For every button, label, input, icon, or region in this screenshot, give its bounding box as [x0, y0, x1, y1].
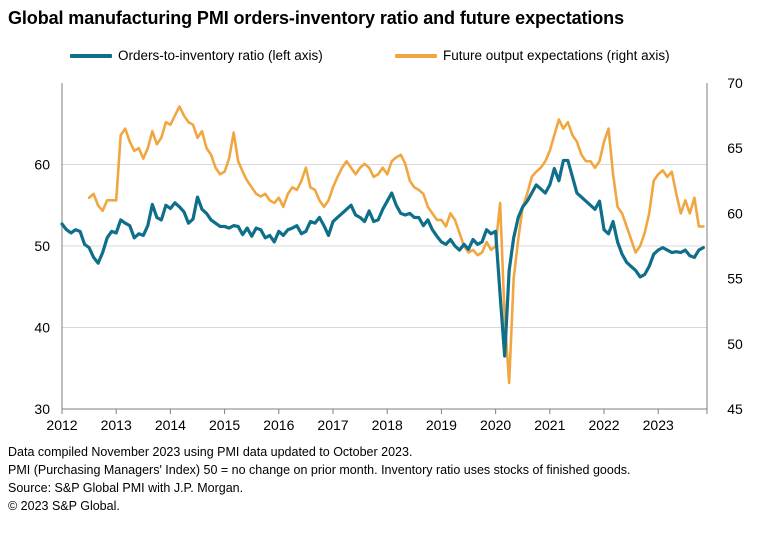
- y-left-tick-label: 30: [34, 401, 50, 417]
- legend-label-orders: Orders-to-inventory ratio (left axis): [118, 48, 323, 63]
- chart-notes: Data compiled November 2023 using PMI da…: [8, 443, 631, 515]
- series-line-future-output: [87, 105, 705, 385]
- x-tick-label: 2019: [426, 417, 457, 433]
- x-tick-label: 2014: [155, 417, 186, 433]
- tick-labels: 2012 2013 2014 2015 2016 2017 2018 2019 2020 2021…: [34, 75, 743, 433]
- x-tick-label: 2016: [263, 417, 294, 433]
- x-tick-label: 2015: [209, 417, 240, 433]
- y-right-tick-label: 60: [727, 205, 743, 221]
- y-right-tick-label: 65: [727, 140, 743, 156]
- y-left-tick-label: 40: [34, 320, 50, 336]
- series-line-orders-inventory: [60, 158, 705, 358]
- note-source: Source: S&P Global PMI with J.P. Morgan.: [8, 481, 244, 495]
- y-right-tick-label: 50: [727, 336, 743, 352]
- note-copyright: © 2023 S&P Global.: [8, 499, 120, 513]
- legend-swatch-orders: [70, 53, 112, 58]
- x-tick-label: 2017: [317, 417, 348, 433]
- line-chart: 2012 2013 2014 2015 2016 2017 2018 2019 2020 2021…: [34, 75, 743, 433]
- y-right-tick-label: 70: [727, 75, 743, 91]
- chart-legend: Orders-to-inventory ratio (left axis) Fu…: [0, 48, 757, 68]
- axes: [61, 83, 708, 414]
- y-right-tick-label: 55: [727, 271, 743, 287]
- y-right-tick-label: 45: [727, 401, 743, 417]
- legend-label-future: Future output expectations (right axis): [443, 48, 670, 63]
- x-tick-label: 2020: [480, 417, 511, 433]
- y-left-tick-label: 60: [34, 157, 50, 173]
- legend-swatch-future: [395, 53, 437, 58]
- x-tick-label: 2018: [372, 417, 403, 433]
- legend-item-future: Future output expectations (right axis): [395, 48, 670, 63]
- x-tick-label: 2021: [534, 417, 565, 433]
- x-tick-label: 2023: [643, 417, 674, 433]
- x-tick-label: 2022: [588, 417, 619, 433]
- series-lines: [60, 105, 705, 385]
- x-tick-label: 2013: [101, 417, 132, 433]
- y-left-tick-label: 50: [34, 238, 50, 254]
- chart-title: Global manufacturing PMI orders-inventor…: [8, 8, 624, 28]
- x-tick-label: 2012: [46, 417, 77, 433]
- legend-item-orders: Orders-to-inventory ratio (left axis): [70, 48, 323, 63]
- gridlines: [62, 164, 707, 328]
- note-pmi-definition: PMI (Purchasing Managers' Index) 50 = no…: [8, 463, 631, 477]
- note-data-compiled: Data compiled November 2023 using PMI da…: [8, 445, 413, 459]
